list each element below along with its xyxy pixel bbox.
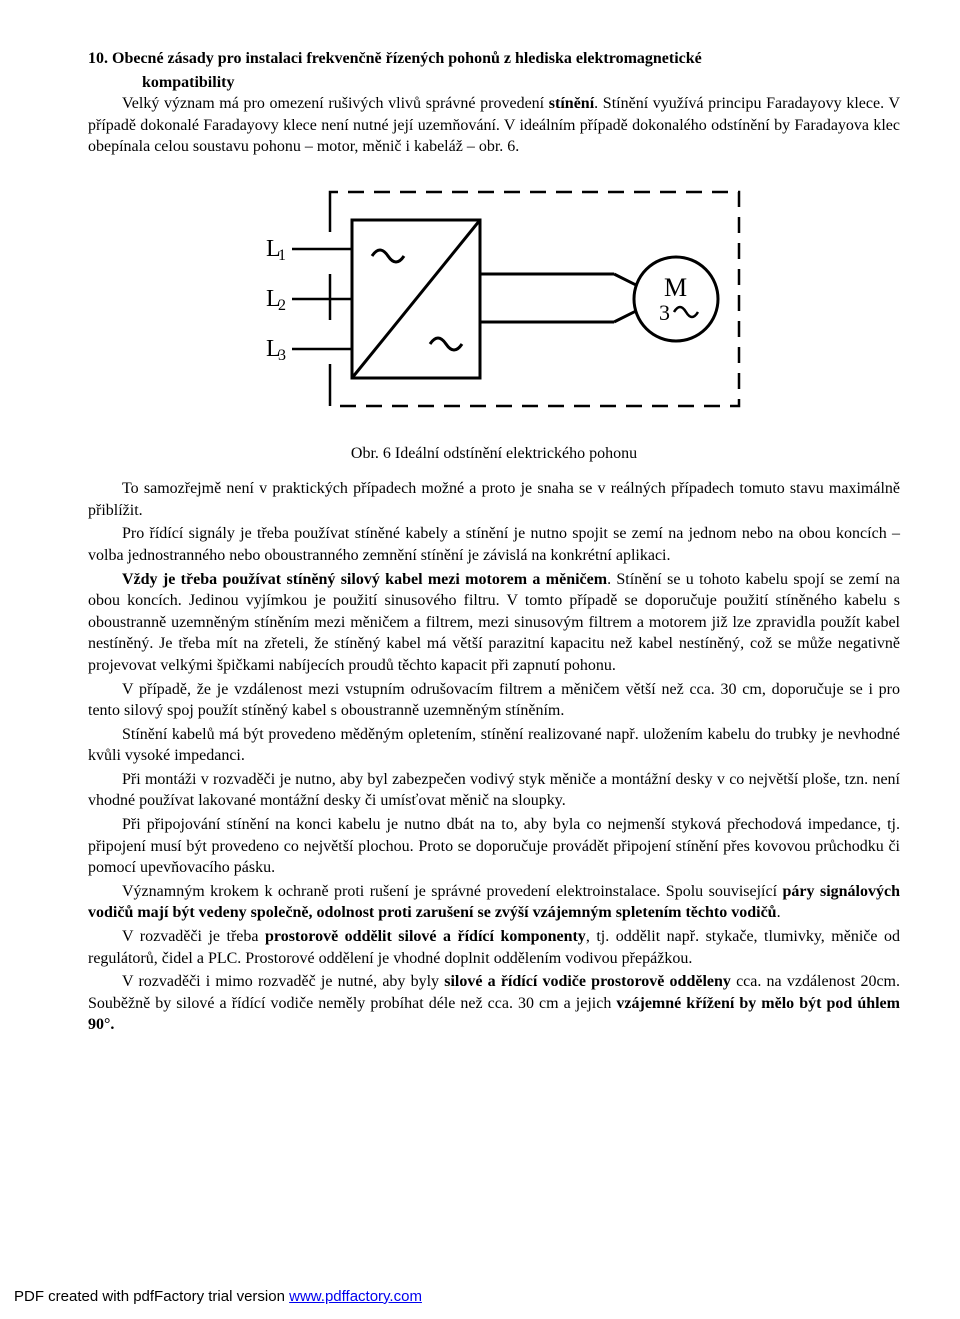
footer-link[interactable]: www.pdffactory.com xyxy=(289,1288,422,1305)
shielding-diagram-svg: L 1 L 2 L 3 M 3 xyxy=(234,184,754,414)
para10-bold: prostorově oddělit silové a řídící kompo… xyxy=(265,928,586,945)
heading-number: 10. xyxy=(88,50,108,67)
para4-bold: Vždy je třeba používat stíněný silový ka… xyxy=(122,571,607,588)
paragraph-4: Vždy je třeba používat stíněný silový ka… xyxy=(88,569,900,677)
paragraph-3: Pro řídící signály je třeba používat stí… xyxy=(88,523,900,566)
paragraph-10: V rozvaděči je třeba prostorově oddělit … xyxy=(88,926,900,969)
section-heading: 10. Obecné zásady pro instalaci frekvenč… xyxy=(88,48,900,70)
label-l1-sub: 1 xyxy=(278,247,286,264)
paragraph-5: V případě, že je vzdálenost mezi vstupní… xyxy=(88,679,900,722)
para11-b1: silové a řídící vodiče prostorově odděle… xyxy=(444,973,731,990)
para9-pre: Významným krokem k ochraně proti rušení … xyxy=(122,883,783,900)
para9-post: . xyxy=(777,904,781,921)
heading-title: Obecné zásady pro instalaci frekvenčně ř… xyxy=(112,50,702,67)
motor-3: 3 xyxy=(659,300,670,325)
para10-pre: V rozvaděči je třeba xyxy=(122,928,265,945)
paragraph-6: Stínění kabelů má být provedeno měděným … xyxy=(88,724,900,767)
figure-6: L 1 L 2 L 3 M 3 xyxy=(88,184,900,421)
heading-subtitle: kompatibility xyxy=(142,72,900,94)
paragraph-7: Při montáži v rozvaděči je nutno, aby by… xyxy=(88,769,900,812)
footer-text: PDF created with pdfFactory trial versio… xyxy=(14,1288,289,1305)
para1-bold: stínění xyxy=(549,95,594,112)
para1-pre: Velký význam má pro omezení rušivých vli… xyxy=(122,95,549,112)
label-l2-sub: 2 xyxy=(278,297,286,314)
paragraph-2: To samozřejmě není v praktických případe… xyxy=(88,478,900,521)
paragraph-11: V rozvaděči i mimo rozvaděč je nutné, ab… xyxy=(88,971,900,1036)
paragraph-1: Velký význam má pro omezení rušivých vli… xyxy=(88,93,900,158)
paragraph-8: Při připojování stínění na konci kabelu … xyxy=(88,814,900,879)
para11-pre: V rozvaděči i mimo rozvaděč je nutné, ab… xyxy=(122,973,444,990)
paragraph-9: Významným krokem k ochraně proti rušení … xyxy=(88,881,900,924)
figure-caption: Obr. 6 Ideální odstínění elektrického po… xyxy=(88,443,900,465)
label-l3-sub: 3 xyxy=(278,347,286,364)
pdf-footer: PDF created with pdfFactory trial versio… xyxy=(14,1287,422,1307)
motor-m: M xyxy=(664,273,687,302)
